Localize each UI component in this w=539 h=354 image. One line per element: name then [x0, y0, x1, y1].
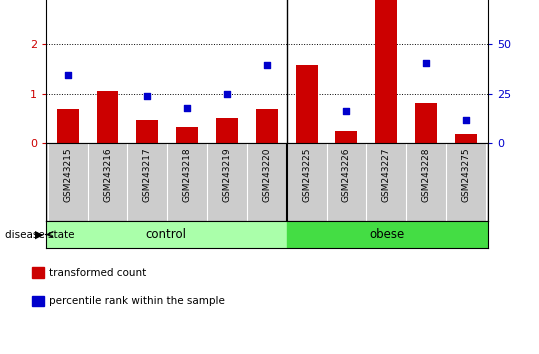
Bar: [96, 91, 119, 143]
Bar: [57, 109, 79, 143]
Text: GSM243275: GSM243275: [461, 147, 471, 202]
Text: disease state: disease state: [5, 229, 75, 240]
Point: [143, 93, 151, 99]
Text: GSM243228: GSM243228: [421, 147, 431, 202]
Bar: [136, 120, 158, 143]
Bar: [216, 118, 238, 143]
Bar: [46, 221, 287, 248]
Text: transformed count: transformed count: [49, 268, 146, 278]
Text: GSM243220: GSM243220: [262, 147, 271, 202]
Point: [421, 60, 430, 66]
Text: percentile rank within the sample: percentile rank within the sample: [49, 296, 224, 306]
Text: GSM243227: GSM243227: [382, 147, 391, 202]
Bar: [296, 65, 317, 143]
Text: GSM243226: GSM243226: [342, 147, 351, 202]
Bar: [415, 103, 437, 143]
Text: ▶: ▶: [35, 229, 44, 240]
Bar: [375, 0, 397, 143]
Text: GSM243215: GSM243215: [63, 147, 72, 202]
Text: GSM243216: GSM243216: [103, 147, 112, 202]
Bar: [335, 131, 357, 143]
Point: [64, 72, 72, 78]
Text: obese: obese: [370, 228, 405, 241]
Point: [262, 62, 271, 68]
Text: GSM243217: GSM243217: [143, 147, 152, 202]
Bar: [287, 221, 488, 248]
Point: [183, 105, 191, 110]
Text: control: control: [146, 228, 187, 241]
Text: GSM243218: GSM243218: [183, 147, 192, 202]
Point: [223, 91, 231, 97]
Bar: [256, 109, 278, 143]
Text: GSM243219: GSM243219: [223, 147, 231, 202]
Bar: [176, 127, 198, 143]
Text: GSM243225: GSM243225: [302, 147, 311, 202]
Point: [342, 108, 351, 114]
Point: [461, 117, 470, 122]
Bar: [455, 135, 477, 143]
